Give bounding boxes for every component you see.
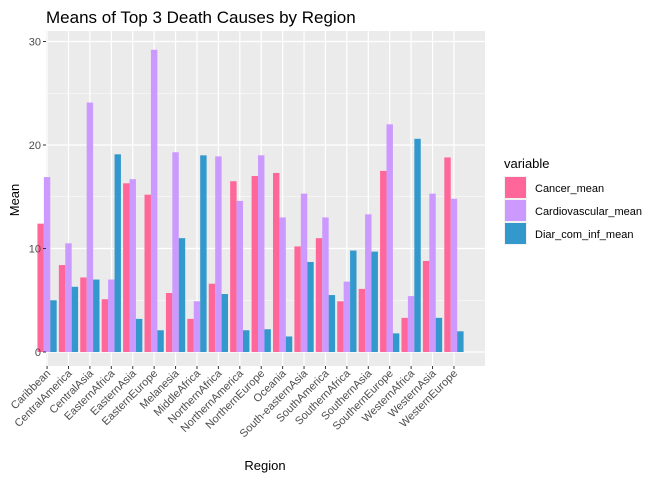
- bar-diar-com-inf-mean: [371, 251, 378, 352]
- bar-cancer-mean: [37, 223, 44, 352]
- bar-cardiovascular-mean: [365, 214, 372, 352]
- bar-diar-com-inf-mean: [435, 317, 443, 352]
- bar-diar-com-inf-mean: [50, 300, 57, 352]
- legend-label: Cardiovascular_mean: [535, 206, 642, 218]
- y-axis: 0 10 20 30: [29, 37, 46, 359]
- bar-diar-com-inf-mean: [285, 336, 293, 352]
- bar-cancer-mean: [422, 260, 430, 352]
- bar-cardiovascular-mean: [322, 217, 329, 352]
- bar-cardiovascular-mean: [300, 193, 308, 352]
- bar-cancer-mean: [144, 194, 151, 352]
- bar-cancer-mean: [208, 283, 216, 352]
- bar-cardiovascular-mean: [172, 152, 179, 352]
- bar-cardiovascular-mean: [65, 243, 72, 352]
- bar-diar-com-inf-mean: [243, 330, 250, 352]
- legend-label: Diar_com_inf_mean: [535, 229, 633, 241]
- bar-cardiovascular-mean: [236, 200, 244, 352]
- bar-cardiovascular-mean: [279, 217, 286, 352]
- bar-cardiovascular-mean: [129, 179, 136, 352]
- bar-diar-com-inf-mean: [457, 331, 464, 352]
- bar-cancer-mean: [337, 301, 344, 352]
- x-axis: CaribbeanCentralAmericaCentralAsiaEaster…: [9, 366, 460, 440]
- bar-cancer-mean: [58, 265, 66, 352]
- bar-cardiovascular-mean: [429, 193, 436, 352]
- bar-diar-com-inf-mean: [414, 138, 421, 352]
- bar-diar-com-inf-mean: [157, 330, 164, 352]
- legend: variable Cancer_mean Cardiovascular_mean D…: [504, 156, 642, 245]
- chart-title: Means of Top 3 Death Causes by Region: [46, 8, 356, 27]
- bar-diar-com-inf-mean: [350, 250, 357, 352]
- bar-cancer-mean: [444, 157, 451, 352]
- bar-cancer-mean: [273, 172, 280, 352]
- bar-cancer-mean: [230, 181, 237, 352]
- bar-cancer-mean: [401, 317, 408, 352]
- bar-cancer-mean: [165, 293, 173, 352]
- bar-diar-com-inf-mean: [264, 329, 271, 352]
- bar-diar-com-inf-mean: [93, 279, 100, 352]
- bar-diar-com-inf-mean: [221, 294, 229, 352]
- bar-cancer-mean: [358, 288, 366, 352]
- bar-cancer-mean: [101, 299, 109, 352]
- bar-cardiovascular-mean: [386, 124, 393, 352]
- bar-cardiovascular-mean: [193, 301, 201, 352]
- bar-cancer-mean: [294, 246, 301, 352]
- y-axis-title: Mean: [7, 184, 22, 217]
- y-tick-label: 0: [35, 347, 41, 359]
- bar-cardiovascular-mean: [108, 279, 115, 352]
- bar-cancer-mean: [251, 176, 258, 352]
- legend-label: Cancer_mean: [535, 183, 604, 195]
- bar-cardiovascular-mean: [86, 102, 94, 352]
- bar-cancer-mean: [80, 277, 87, 352]
- bar-cancer-mean: [187, 318, 194, 352]
- bar-cardiovascular-mean: [150, 49, 158, 352]
- bar-cancer-mean: [123, 183, 130, 352]
- legend-title: variable: [504, 156, 550, 171]
- bar-diar-com-inf-mean: [114, 154, 121, 352]
- bar-diar-com-inf-mean: [307, 261, 314, 352]
- bar-diar-com-inf-mean: [328, 295, 336, 352]
- bar-cancer-mean: [315, 238, 323, 352]
- x-axis-title: Region: [244, 458, 285, 473]
- legend-swatch: [505, 223, 526, 244]
- bar-diar-com-inf-mean: [135, 318, 143, 352]
- bar-cardiovascular-mean: [215, 156, 222, 352]
- bar-diar-com-inf-mean: [392, 333, 400, 352]
- bar-diar-com-inf-mean: [178, 238, 186, 352]
- y-tick-label: 20: [29, 140, 41, 152]
- legend-swatch: [505, 200, 526, 221]
- bars: [37, 49, 464, 353]
- y-tick-label: 10: [29, 244, 41, 256]
- bar-cardiovascular-mean: [43, 177, 51, 352]
- bar-cardiovascular-mean: [450, 198, 458, 352]
- y-tick-label: 30: [29, 37, 41, 49]
- bar-cancer-mean: [380, 170, 387, 353]
- bar-cardiovascular-mean: [407, 296, 415, 352]
- bar-diar-com-inf-mean: [200, 155, 207, 352]
- bar-cardiovascular-mean: [343, 281, 351, 352]
- legend-swatch: [505, 177, 526, 198]
- bar-diar-com-inf-mean: [71, 286, 79, 352]
- bar-cardiovascular-mean: [258, 155, 265, 352]
